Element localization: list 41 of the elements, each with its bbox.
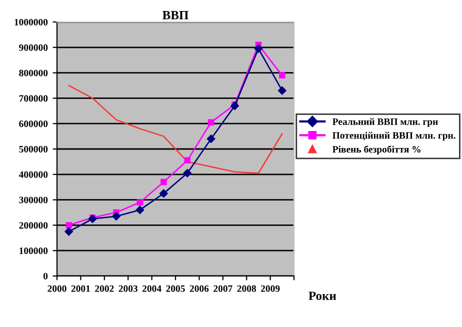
point: [208, 119, 214, 126]
y-tick-label: 200000: [19, 222, 48, 229]
point: [183, 169, 192, 178]
y-tick-label: 900000: [19, 44, 48, 51]
x-tick-label: 2007: [214, 285, 232, 292]
point: [136, 199, 144, 206]
x-tick-label: 2005: [166, 285, 185, 292]
point: [112, 212, 120, 220]
point: [278, 86, 286, 95]
point: [160, 189, 168, 198]
point: [160, 178, 167, 186]
legend-label: Потенційний ВВП млн. грн.: [332, 132, 456, 141]
y-tick-label: 600000: [19, 120, 48, 128]
y-tick-label: 0: [43, 272, 48, 280]
point: [279, 72, 286, 78]
x-tick-label: 2006: [190, 285, 209, 292]
point: [184, 157, 190, 164]
legend-label: Реальний ВВП млн. грн: [332, 118, 438, 127]
x-tick-label: 2003: [118, 285, 138, 292]
y-tick-label: 700000: [19, 95, 48, 102]
legend-label: Рівень безробіття %: [332, 146, 420, 155]
x-axis-title: Роки: [308, 292, 336, 300]
point: [66, 222, 72, 228]
chart-title: ВВП: [162, 11, 188, 20]
y-tick-label: 500000: [19, 146, 48, 152]
point: [136, 206, 144, 214]
x-tick-label: 2008: [237, 285, 256, 292]
x-tick-label: 2001: [71, 285, 90, 292]
y-tick-label: 400000: [18, 171, 48, 178]
y-tick-label: 100000: [20, 248, 48, 254]
line-series: [68, 84, 283, 174]
y-tick-label: 1000000: [14, 18, 48, 26]
x-tick-label: 2002: [95, 285, 114, 292]
x-tick-label: 2000: [48, 285, 66, 292]
x-tick-label: 2004: [142, 285, 162, 292]
point: [254, 44, 263, 53]
y-tick-label: 800000: [19, 70, 48, 76]
y-tick-label: 300000: [19, 196, 48, 204]
x-tick-label: 2009: [260, 285, 280, 292]
point: [64, 227, 73, 236]
point: [206, 134, 216, 143]
